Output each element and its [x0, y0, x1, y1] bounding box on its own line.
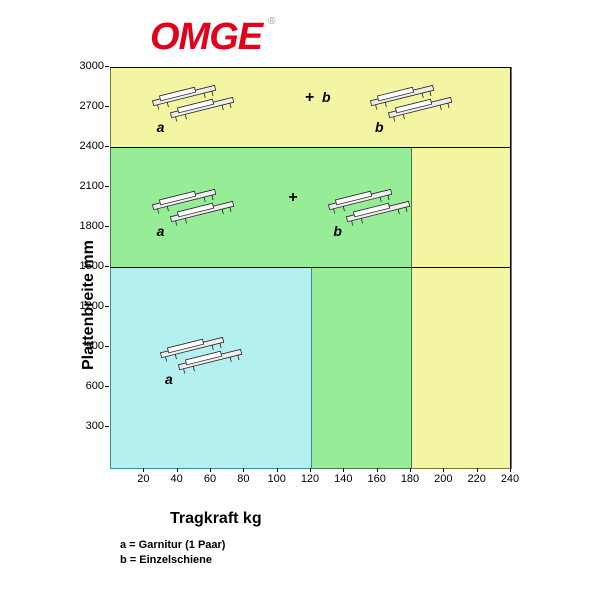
marker-+: + [288, 189, 297, 207]
marker-a: a [165, 371, 173, 387]
x-tick: 140 [331, 473, 355, 485]
y-tick: 2100 [72, 180, 104, 192]
legend-a: a = Garnitur (1 Paar) [120, 538, 225, 553]
y-tick: 300 [72, 420, 104, 432]
brand-name: OMGE [150, 16, 262, 58]
marker-b: b [333, 223, 342, 239]
marker-a: a [157, 119, 165, 135]
x-tick: 220 [465, 473, 489, 485]
y-tick: 2400 [72, 140, 104, 152]
x-tick: 180 [398, 473, 422, 485]
x-tick: 60 [198, 473, 222, 485]
y-tick: 2700 [72, 100, 104, 112]
y-tick: 600 [72, 380, 104, 392]
x-tick: 200 [431, 473, 455, 485]
marker-b: b [322, 89, 331, 105]
marker-b: b [375, 119, 384, 135]
x-tick: 20 [131, 473, 155, 485]
legend-b: b = Einzelschiene [120, 553, 225, 568]
x-tick: 100 [265, 473, 289, 485]
y-tick: 1800 [72, 220, 104, 232]
y-axis-label: Plattenbreite mm [80, 240, 98, 370]
marker-a: a [157, 223, 165, 239]
marker-+: + [305, 89, 314, 107]
x-tick: 240 [498, 473, 522, 485]
y-tick: 3000 [72, 60, 104, 72]
x-tick: 120 [298, 473, 322, 485]
brand-logo: OMGE ® [150, 16, 275, 59]
brand-reg: ® [268, 16, 274, 27]
legend: a = Garnitur (1 Paar) b = Einzelschiene [120, 538, 225, 569]
plot-area [110, 67, 511, 468]
chart-canvas: 3006009001200150018002100240027003000204… [0, 0, 600, 600]
x-tick: 80 [231, 473, 255, 485]
x-axis-label: Tragkraft kg [170, 510, 262, 528]
x-tick: 160 [365, 473, 389, 485]
x-tick: 40 [165, 473, 189, 485]
